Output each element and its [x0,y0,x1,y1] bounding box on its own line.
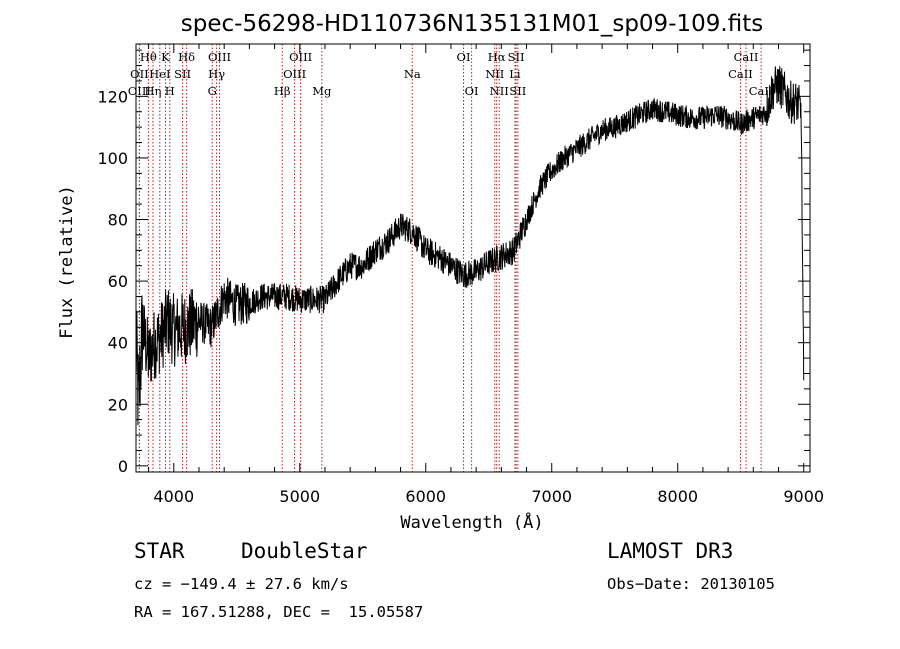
chart-title: spec-56298-HD110736N135131M01_sp09-109.f… [181,11,763,37]
spectrum-chart: spec-56298-HD110736N135131M01_sp09-109.f… [57,11,824,533]
spectral-line-label: OIII [128,84,151,98]
y-tick-label: 40 [108,334,128,353]
spectral-line-label: NII [490,84,509,98]
axis-ticks: 4000 5000 6000 7000 8000 9000 0 20 40 60 80 100 120 [97,44,824,506]
spectral-line-label: CaII [728,67,753,81]
y-tick-label: 80 [108,211,128,230]
spectral-line-label: NII [485,67,504,81]
x-tick-label: 5000 [279,487,320,506]
x-tick-label: 6000 [405,487,446,506]
spectral-line-label: OIII [208,50,231,64]
spectral-line-label: K [161,50,170,64]
x-tick-label: 8000 [657,487,698,506]
x-tick-label: 4000 [153,487,194,506]
spectral-line-label: Mg [312,84,332,98]
spectral-line-label: Na [404,67,421,81]
x-axis-label: Wavelength (Å) [400,511,543,533]
sky-coordinates: RA = 167.51288, DEC = 15.05587 [134,603,424,621]
spectral-line-label: Hα [488,50,506,64]
spectral-line-label: SII [508,50,525,64]
spectral-line-label: OIII [283,67,306,81]
spectral-line-label: Hη [145,84,162,98]
x-tick-label: 9000 [783,487,824,506]
y-tick-label: 100 [97,149,128,168]
spectral-line-label: SII [174,67,191,81]
spectral-line-label: Hγ [208,67,225,81]
object-type: STAR [134,539,185,563]
spectral-line-label: Hβ [274,84,291,98]
spectral-line-label: Hδ [178,50,195,64]
spectral-line-label: Hθ [140,50,157,64]
plot-frame [135,43,811,473]
spectral-line-label: OI [457,50,471,64]
survey-name: LAMOST DR3 [607,539,734,563]
spectral-line-label: SII [509,84,526,98]
spectral-line-label: CaII [734,50,759,64]
y-tick-label: 20 [108,395,128,414]
x-tick-label: 7000 [531,487,572,506]
y-tick-label: 60 [108,272,128,291]
spectral-line-label: OIII [289,50,312,64]
spectral-line-markers [138,44,762,472]
observation-date: Obs−Date: 20130105 [607,575,775,593]
spectral-line-label: OII [130,67,149,81]
object-subclass: DoubleStar [241,539,368,563]
spectral-line-label: OI [465,84,479,98]
spectral-line-label: H [165,84,175,98]
spectral-line-label: HeI [149,67,170,81]
y-tick-label: 0 [118,457,128,476]
spectral-line-label: Li [509,67,521,81]
y-tick-label: 120 [97,87,128,106]
y-axis-label: Flux (relative) [57,185,77,339]
spectrum-series-line [135,66,805,426]
redshift-velocity: cz = −149.4 ± 27.6 km/s [134,575,349,593]
spectral-line-label: G [208,84,217,98]
